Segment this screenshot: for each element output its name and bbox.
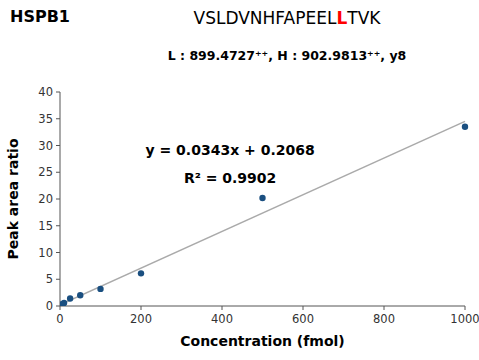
x-tick-label: 800 — [373, 312, 395, 326]
x-tick-label: 0 — [56, 312, 63, 326]
y-tick — [56, 199, 60, 200]
y-tick — [56, 279, 60, 280]
y-tick-label: 25 — [38, 165, 53, 179]
x-tick-label: 1000 — [450, 312, 479, 326]
x-tick — [384, 306, 385, 310]
x-tick — [141, 306, 142, 310]
annotation: y = 0.0343x + 0.2068 — [146, 142, 315, 158]
x-tick — [60, 306, 61, 310]
y-tick — [56, 225, 60, 226]
y-tick-label: 0 — [46, 299, 53, 313]
x-tick — [303, 306, 304, 310]
y-tick-label: 30 — [38, 139, 53, 153]
y-tick — [56, 92, 60, 93]
data-point — [77, 292, 83, 298]
data-point — [67, 295, 73, 301]
x-tick — [465, 306, 466, 310]
y-tick — [56, 118, 60, 119]
subtitle: L : 899.4727⁺⁺, H : 902.9813⁺⁺, y8 — [168, 48, 407, 63]
data-point — [259, 195, 265, 201]
fit-line — [60, 121, 465, 305]
y-tick-label: 5 — [46, 272, 53, 286]
y-tick-label: 40 — [38, 85, 53, 99]
plot-area — [60, 121, 468, 306]
y-tick-label: 10 — [38, 246, 53, 260]
data-point — [138, 270, 144, 276]
y-tick-label: 15 — [38, 219, 53, 233]
data-point — [61, 300, 67, 306]
y-tick — [56, 172, 60, 173]
y-axis-label: Peak area ratio — [5, 138, 21, 259]
title-part: VSLDVNHFAPEEL — [194, 8, 337, 28]
x-tick-label: 600 — [292, 312, 314, 326]
title-part: L — [336, 8, 347, 28]
y-tick — [56, 145, 60, 146]
x-axis-line — [60, 306, 465, 307]
x-axis-label: Concentration (fmol) — [180, 333, 345, 349]
chart: HSPB1 VSLDVNHFAPEELLTVK L : 899.4727⁺⁺, H … — [0, 0, 479, 360]
y-tick — [56, 252, 60, 253]
x-tick-label: 200 — [130, 312, 152, 326]
x-tick-label: 400 — [211, 312, 233, 326]
header-label: HSPB1 — [10, 7, 70, 26]
data-point — [97, 286, 103, 292]
title-part: TVK — [346, 8, 381, 28]
y-tick-label: 20 — [38, 192, 53, 206]
annotation: R² = 0.9902 — [184, 170, 276, 186]
y-tick — [56, 306, 60, 307]
data-point — [462, 124, 468, 130]
y-tick-label: 35 — [38, 112, 53, 126]
title: VSLDVNHFAPEELLTVK — [194, 8, 382, 28]
x-tick — [222, 306, 223, 310]
